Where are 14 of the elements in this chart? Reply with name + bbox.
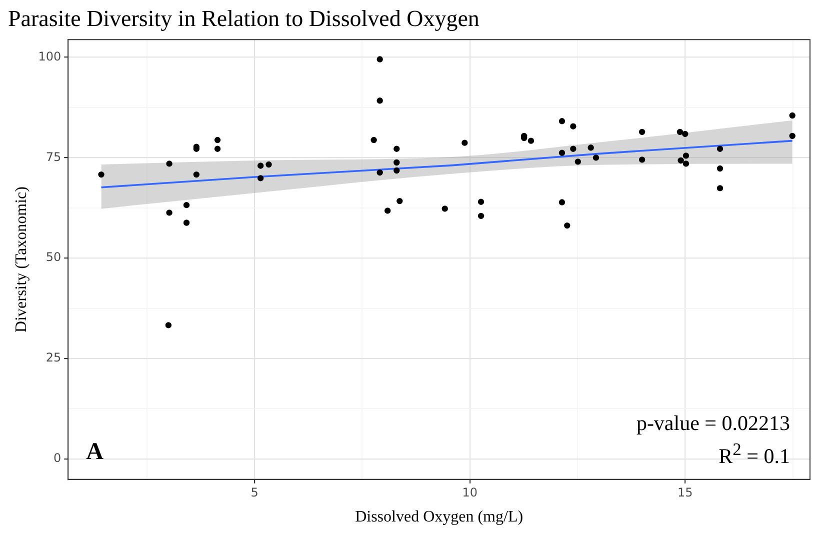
y-tick-label: 0 [53, 451, 62, 466]
annotation: p-value = 0.02213 [636, 411, 790, 436]
x-tick-label: 5 [250, 486, 258, 500]
x-tick-label: 10 [462, 486, 478, 500]
y-tick-label: 25 [46, 350, 62, 365]
y-tick-label: 50 [46, 250, 62, 264]
x-axis-title: Dissolved Oxygen (mg/L) [355, 508, 524, 526]
y-axis-title: Diversity (Taxonomic) [12, 186, 30, 332]
x-tick-label: 15 [677, 486, 693, 500]
chart-title: Parasite Diversity in Relation to Dissolved Oxygen [8, 6, 480, 31]
y-tick-label: 100 [38, 49, 62, 64]
y-tick-label: 75 [46, 150, 62, 164]
annotation: R$^{2}$ = 0.1 [718, 439, 790, 470]
annotation: A [86, 439, 104, 466]
